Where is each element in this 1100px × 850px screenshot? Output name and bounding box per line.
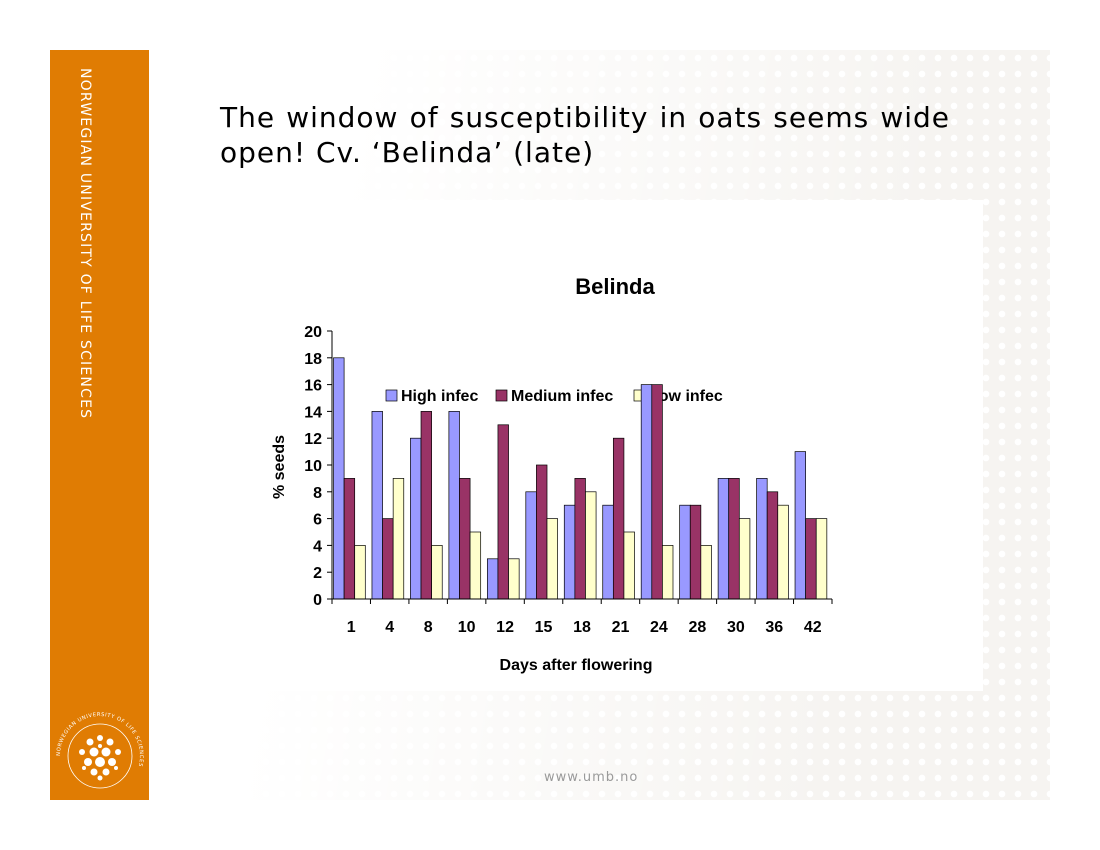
bar-low-infec-12: [508, 558, 520, 600]
x-tick-label: 28: [688, 619, 706, 636]
x-tick-label: 10: [458, 619, 476, 636]
bar-low-infec-36: [777, 504, 789, 600]
university-seal-icon: NORWEGIAN UNIVERSITY OF LIFE SCIENCES: [56, 712, 143, 789]
bar-low-infec-21: [623, 531, 635, 600]
x-tick-label: 18: [573, 619, 591, 636]
chart-title: Belinda: [575, 274, 655, 299]
bar-medium-infec-28: [689, 504, 702, 600]
y-tick-label: 20: [304, 324, 322, 341]
bar-low-infec-24: [662, 545, 674, 600]
x-tick-label: 21: [612, 619, 630, 636]
y-tick-label: 8: [313, 485, 322, 502]
slide-title: The window of susceptibility in oats see…: [220, 101, 950, 169]
bar-low-infec-42: [815, 518, 828, 600]
bar-medium-infec-8: [420, 411, 432, 600]
bar-high-infec-21: [602, 504, 614, 600]
bar-medium-infec-18: [574, 478, 586, 600]
bar-medium-infec-10: [459, 478, 471, 600]
bar-medium-infec-4: [382, 518, 394, 600]
bar-low-infec-1: [354, 545, 366, 600]
x-tick-label: 24: [650, 619, 668, 636]
footer-url[interactable]: www.umb.no: [544, 770, 639, 785]
bar-high-infec-1: [333, 357, 345, 600]
y-tick-label: 6: [313, 512, 322, 529]
bar-medium-infec-24: [651, 384, 663, 600]
bar-high-infec-30: [717, 478, 730, 600]
x-tick-label: 1: [347, 619, 356, 636]
bar-high-infec-42: [794, 451, 806, 600]
x-tick-label: 30: [727, 619, 745, 636]
legend-swatch: [495, 389, 508, 402]
bar-low-infec-30: [738, 518, 751, 600]
bar-high-infec-36: [756, 478, 768, 600]
sidebar: NORWEGIAN UNIVERSITY OF LIFE SCIENCES NO…: [50, 50, 149, 800]
bar-high-infec-10: [448, 411, 460, 600]
bar-low-infec-18: [585, 491, 597, 600]
bar-medium-infec-36: [766, 491, 779, 600]
y-axis-label: % seeds: [271, 435, 288, 499]
x-tick-label: 8: [424, 619, 433, 636]
slide: NORWEGIAN UNIVERSITY OF LIFE SCIENCES NO…: [50, 50, 1050, 800]
university-name: NORWEGIAN UNIVERSITY OF LIFE SCIENCES: [77, 68, 93, 420]
legend-swatch: [385, 389, 398, 402]
bar-high-infec-4: [371, 411, 383, 600]
bar-medium-infec-42: [805, 518, 817, 600]
x-tick-label: 36: [765, 619, 783, 636]
bar-medium-infec-21: [612, 437, 625, 600]
bar-medium-infec-15: [536, 464, 548, 600]
chart-panel: Belinda % seeds Days after flowering Hig…: [256, 200, 983, 691]
x-tick-label: 42: [804, 619, 822, 636]
y-tick-label: 12: [304, 431, 322, 448]
y-tick-label: 10: [304, 458, 322, 475]
y-tick-label: 2: [313, 565, 322, 582]
bar-medium-infec-30: [728, 478, 740, 600]
legend: High infec Medium infec Low infec: [385, 388, 723, 405]
legend-label: Low infec: [649, 388, 723, 405]
bar-low-infec-28: [700, 545, 712, 600]
x-tick-label: 12: [496, 619, 514, 636]
bar-chart: Belinda % seeds Days after flowering Hig…: [271, 274, 833, 674]
bar-high-infec-12: [486, 558, 499, 600]
bar-low-infec-15: [546, 518, 558, 600]
bar-low-infec-10: [469, 531, 482, 600]
y-tick-label: 4: [313, 538, 322, 555]
legend-label: Medium infec: [511, 388, 613, 405]
bar-high-infec-8: [410, 437, 422, 600]
bar-high-infec-15: [525, 491, 537, 600]
bar-low-infec-8: [431, 545, 443, 600]
bar-high-infec-18: [563, 504, 576, 600]
bar-medium-infec-1: [343, 478, 356, 600]
y-tick-label: 0: [313, 592, 322, 609]
bar-high-infec-28: [679, 504, 691, 600]
y-tick-label: 14: [304, 404, 322, 421]
legend-label: High infec: [401, 388, 478, 405]
bar-low-infec-4: [392, 478, 405, 600]
y-tick-label: 16: [304, 378, 322, 395]
x-tick-label: 4: [385, 619, 394, 636]
bar-high-infec-24: [640, 384, 653, 600]
bar-medium-infec-12: [497, 424, 509, 600]
x-axis-label: Days after flowering: [500, 657, 653, 674]
x-tick-label: 15: [535, 619, 553, 636]
y-tick-label: 18: [304, 351, 322, 368]
